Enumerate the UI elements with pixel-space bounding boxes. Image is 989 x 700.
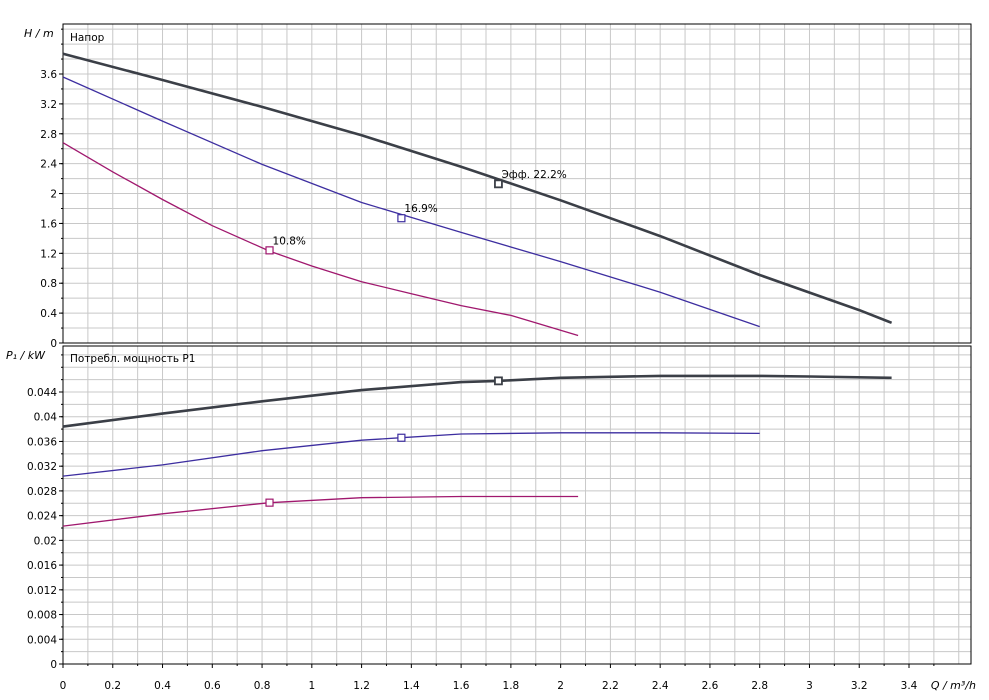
x-tick-label: 2.4 xyxy=(652,680,669,692)
x-tick-label: 1.4 xyxy=(403,680,420,692)
series-line-2 xyxy=(62,495,579,527)
efficiency-label: Эфф. 22.2% xyxy=(501,169,566,181)
y-tick-label: 0.008 xyxy=(27,610,57,622)
y-tick-label: 0.4 xyxy=(40,308,57,320)
y-tick-label: 0.028 xyxy=(27,486,57,498)
efficiency-label: 16.9% xyxy=(404,203,437,215)
efficiency-marker xyxy=(397,214,406,223)
x-tick-label: 2.2 xyxy=(602,680,619,692)
efficiency-marker xyxy=(265,246,274,255)
y-tick-label: 0.044 xyxy=(27,387,57,399)
x-tick-label: 0.4 xyxy=(154,680,171,692)
series-line-1 xyxy=(62,76,760,328)
x-tick-label: 1.2 xyxy=(353,680,370,692)
x-tick-label: 1.8 xyxy=(503,680,520,692)
y-tick-label: 1.6 xyxy=(40,218,57,230)
x-tick-label: 1 xyxy=(308,680,315,692)
series-line-2 xyxy=(62,142,579,337)
y-tick-label: 0.036 xyxy=(27,436,57,448)
efficiency-marker xyxy=(265,498,274,507)
x-tick-label: 0.2 xyxy=(104,680,121,692)
y-axis-label: H / m xyxy=(24,27,54,40)
x-tick-label: 3.2 xyxy=(851,680,868,692)
plot-frame xyxy=(62,23,972,344)
y-tick-label: 0.032 xyxy=(27,461,57,473)
y-tick-label: 3.6 xyxy=(40,69,57,81)
x-tick-label: 3.4 xyxy=(901,680,918,692)
x-tick-label: 0.6 xyxy=(204,680,221,692)
y-tick-label: 2.4 xyxy=(40,159,57,171)
y-tick-label: 0 xyxy=(50,338,57,350)
x-tick-label: 0.8 xyxy=(254,680,271,692)
y-tick-label: 0.012 xyxy=(27,585,57,597)
series-line-0 xyxy=(62,52,893,325)
efficiency-marker xyxy=(494,179,503,189)
panel-title: Напор xyxy=(70,32,105,44)
efficiency-label: 10.8% xyxy=(273,235,306,247)
plot-frame xyxy=(62,345,972,665)
x-axis-label: Q / m³/h xyxy=(931,679,976,692)
y-tick-label: 3.2 xyxy=(40,99,57,111)
panel-title: Потребл. мощность P1 xyxy=(70,353,195,365)
y-tick-label: 0.004 xyxy=(27,634,57,646)
panel-head: 0 0.4 0.8 1.2 1.6 2 2.4 2.8 3.2 3.6 Напор H / m Эфф.… xyxy=(24,23,972,350)
x-tick-label: 2.6 xyxy=(702,680,719,692)
efficiency-marker xyxy=(397,433,406,442)
panel-power: 0 0.004 0.008 0.012 0.016 0.02 0.024 0.028 0.032… xyxy=(6,345,976,692)
x-tick-label: 0 xyxy=(60,680,67,692)
y-tick-label: 1.2 xyxy=(40,248,57,260)
x-tick-label: 2 xyxy=(557,680,564,692)
y-tick-label: 0.024 xyxy=(27,511,57,523)
x-tick-label: 1.6 xyxy=(453,680,470,692)
y-tick-label: 2.8 xyxy=(40,129,57,141)
y-tick-label: 0 xyxy=(50,659,57,671)
y-tick-label: 0.02 xyxy=(34,535,57,547)
y-tick-label: 0.04 xyxy=(34,412,58,424)
y-tick-label: 0.8 xyxy=(40,278,57,290)
efficiency-marker xyxy=(494,376,503,386)
x-tick-label: 3 xyxy=(806,680,813,692)
y-axis-label: P₁ / kW xyxy=(6,349,46,362)
x-tick-label: 2.8 xyxy=(751,680,768,692)
y-tick-label: 2 xyxy=(50,189,57,201)
y-tick-label: 0.016 xyxy=(27,560,57,572)
